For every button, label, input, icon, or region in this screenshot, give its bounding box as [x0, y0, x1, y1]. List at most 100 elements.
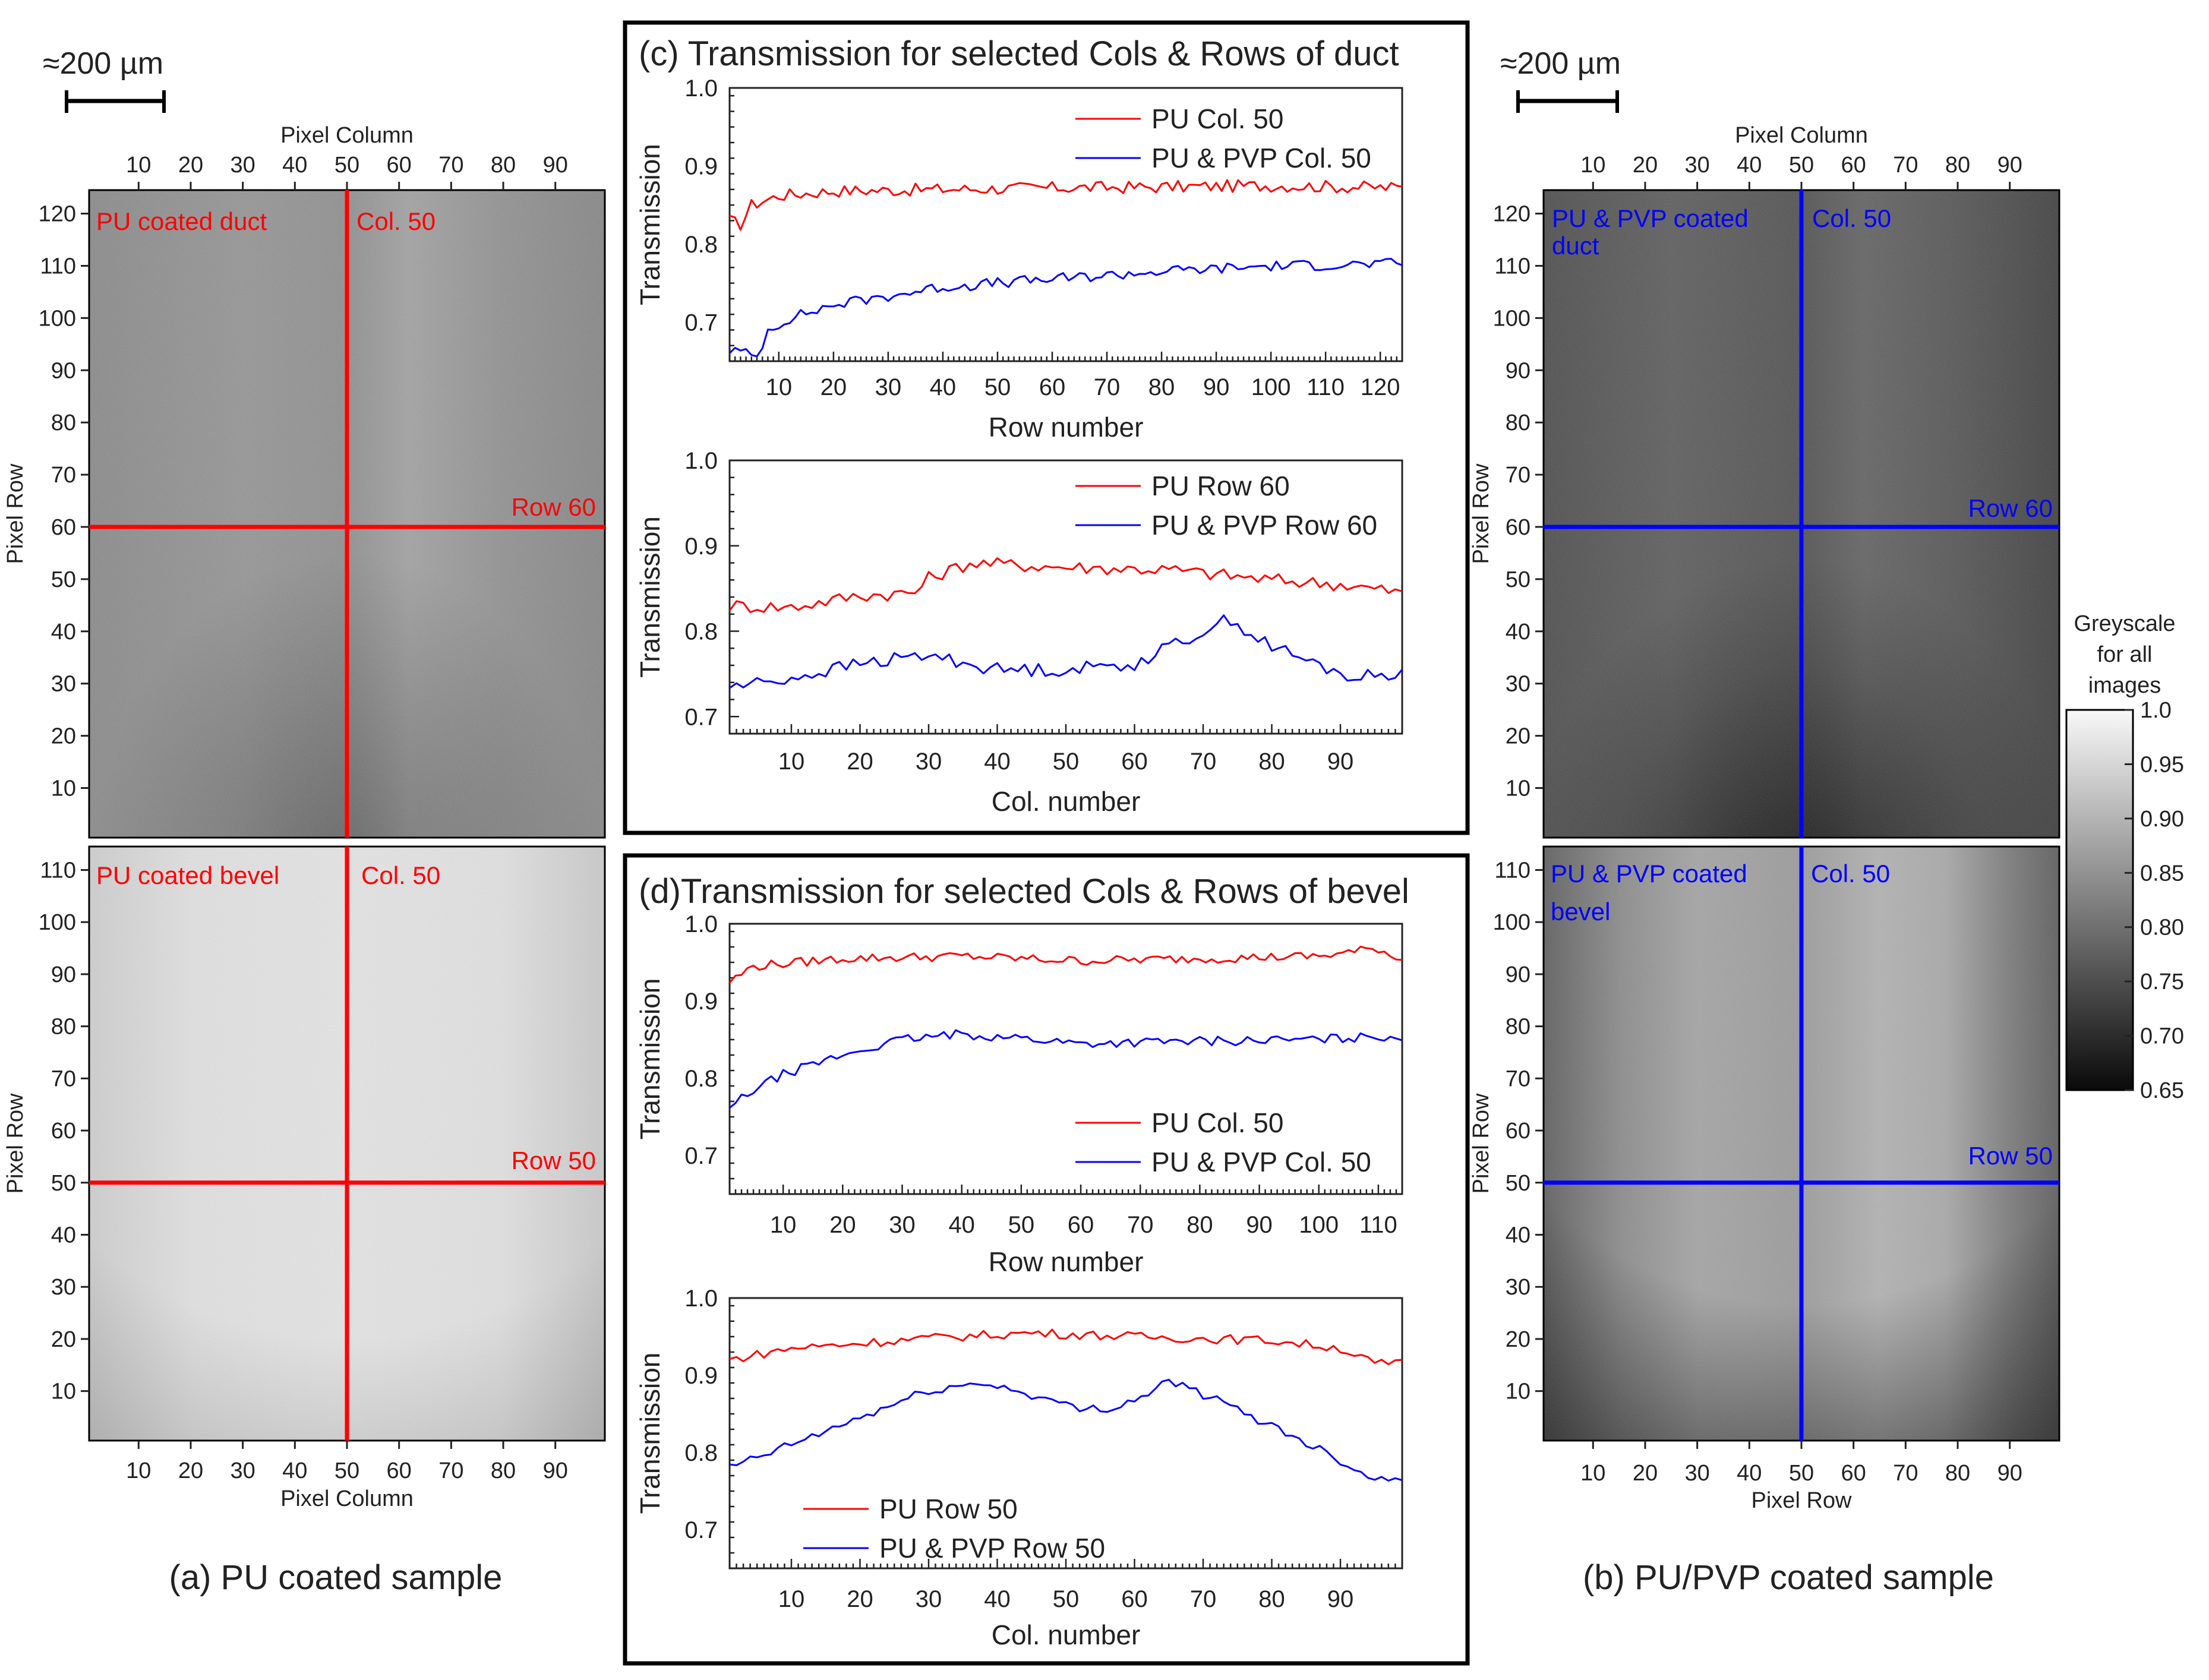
d-top-series-2-line — [729, 1029, 1403, 1109]
x-tick-label: 70 — [1893, 1461, 1918, 1486]
x-tick-label: 40 — [1737, 1461, 1762, 1486]
x-tick-label: 70 — [1127, 1212, 1154, 1238]
y-tick-label: 50 — [1506, 1171, 1530, 1196]
image-b-bevel-label: PU & PVP coated bevel — [1551, 860, 1747, 926]
x-tick-label: 50 — [334, 1458, 359, 1483]
chart-c-bot: 10 20 30 40 50 60 70 80 90 0.7 0.8 0.9 1.0 Col. numbe… — [635, 448, 1403, 817]
y-tick-label: 0.8 — [684, 619, 718, 645]
y-tick-label: 90 — [51, 358, 76, 383]
x-tick-label: 100 — [1299, 1212, 1339, 1238]
x-tick-label: 70 — [438, 153, 463, 178]
c-top-series-2-line — [728, 258, 1403, 358]
y-tick-label: 110 — [40, 254, 76, 279]
y-tick-label: 50 — [1506, 567, 1530, 592]
image-a-duct-label: PU coated duct — [96, 207, 267, 235]
y-tick-label: 80 — [1506, 410, 1530, 435]
d-bot-xlabel: Col. number — [992, 1619, 1141, 1650]
y-tick-label: 10 — [51, 776, 76, 801]
x-tick-label: 120 — [1361, 374, 1400, 400]
x-tick-label: 60 — [1068, 1212, 1094, 1238]
y-tick-label: 20 — [1506, 724, 1530, 749]
d-bot-series-2-line — [729, 1378, 1403, 1482]
scale-bar-b-label: ≈200 µm — [1500, 46, 1621, 81]
image-b-bevel-label-line1: PU & PVP coated — [1551, 860, 1747, 888]
y-tick-label: 0.9 — [684, 153, 718, 179]
y-tick-label: 110 — [1494, 858, 1530, 883]
colorbar-title-1: Greyscale — [2074, 611, 2175, 636]
x-tick-label: 70 — [1190, 749, 1217, 775]
image-b-bevel-ylabel: Pixel Row — [1469, 1093, 1494, 1193]
x-tick-label: 10 — [1580, 153, 1605, 178]
x-tick-label: 50 — [1053, 1586, 1080, 1612]
d-top-legend-label-1: PU Col. 50 — [1151, 1107, 1283, 1138]
x-tick-label: 50 — [984, 374, 1011, 400]
x-tick-label: 10 — [126, 153, 151, 178]
x-tick-label: 40 — [282, 1458, 307, 1483]
x-tick-label: 40 — [282, 153, 307, 178]
colorbar-title-2: for all — [2097, 642, 2153, 667]
y-tick-label: 80 — [1506, 1015, 1530, 1040]
y-tick-label: 100 — [39, 910, 76, 935]
y-tick-label: 10 — [1506, 1379, 1530, 1404]
y-tick-label: 80 — [51, 1015, 76, 1040]
image-b-bevel-col-label: Col. 50 — [1811, 860, 1890, 888]
image-a-duct-col-label: Col. 50 — [356, 207, 436, 235]
y-tick-label: 0.7 — [684, 1517, 718, 1543]
x-tick-label: 20 — [178, 153, 203, 178]
y-tick-label: 1.0 — [684, 911, 718, 937]
colorbar-tick-label: 0.95 — [2140, 752, 2184, 777]
colorbar-tick-label: 0.85 — [2140, 861, 2184, 886]
image-a-duct: 10 20 30 40 50 60 70 80 90 Pixel Column 10 20 30 40 50… — [3, 123, 606, 839]
y-tick-label: 40 — [1506, 620, 1530, 645]
c-top-series-1-line — [729, 179, 1403, 231]
image-a-bevel-axes: 10 20 30 40 50 60 70 80 90 Pixel Column 10 20 30 40 50… — [3, 858, 568, 1511]
y-tick-label: 30 — [51, 672, 76, 697]
colorbar-tick-label: 0.80 — [2140, 915, 2184, 940]
image-a-bevel-ylabel: Pixel Row — [3, 1093, 28, 1193]
image-a-duct-row-label: Row 60 — [512, 493, 596, 521]
d-top-series-1-line — [728, 946, 1403, 984]
image-b-bevel-label-line2: bevel — [1551, 898, 1610, 926]
image-a-bevel-col-label: Col. 50 — [361, 861, 440, 889]
x-tick-label: 20 — [847, 1586, 873, 1612]
x-tick-label: 60 — [1841, 1461, 1866, 1486]
x-tick-label: 10 — [770, 1212, 797, 1238]
c-top-legend-label-2: PU & PVP Col. 50 — [1151, 143, 1371, 173]
x-tick-label: 40 — [930, 374, 957, 400]
x-tick-label: 90 — [1997, 153, 2022, 178]
c-bot-ylabel: Transmission — [635, 516, 665, 678]
x-tick-label: 40 — [984, 1586, 1011, 1612]
x-tick-label: 80 — [1945, 153, 1970, 178]
x-tick-label: 90 — [1327, 1586, 1354, 1612]
d-bot-series-1-line — [729, 1328, 1403, 1366]
y-tick-label: 60 — [51, 1119, 76, 1144]
colorbar-tick-label: 0.90 — [2140, 807, 2184, 832]
y-tick-label: 100 — [39, 306, 76, 331]
d-top-plot-frame — [728, 923, 1403, 1195]
y-tick-label: 60 — [1506, 1119, 1530, 1144]
sample-label-b: (b) PU/PVP coated sample — [1583, 1558, 1994, 1597]
image-b-bevel-row-label: Row 50 — [1968, 1142, 2053, 1170]
x-tick-label: 60 — [1039, 374, 1066, 400]
y-tick-label: 50 — [51, 1171, 76, 1196]
x-tick-label: 70 — [438, 1458, 463, 1483]
x-tick-label: 50 — [1053, 749, 1080, 775]
x-tick-label: 70 — [1893, 153, 1918, 178]
image-b-duct-xlabel: Pixel Column — [1735, 123, 1868, 148]
y-tick-label: 100 — [1493, 910, 1530, 935]
colorbar-ticks: 1.0 0.95 0.90 0.85 0.80 0.75 0.70 0.65 — [2125, 698, 2184, 1103]
x-tick-label: 50 — [1789, 1461, 1814, 1486]
x-tick-label: 30 — [916, 1586, 942, 1612]
x-tick-label: 10 — [1580, 1461, 1605, 1486]
x-tick-label: 90 — [1246, 1212, 1273, 1238]
x-tick-label: 90 — [543, 153, 568, 178]
image-b-duct-axes: 10 20 30 40 50 60 70 80 90 Pixel Column 10 20 30 40 50… — [1469, 123, 2022, 801]
panel-c-title: (c) Transmission for selected Cols & Row… — [639, 34, 1399, 73]
colorbar-tick-label: 0.70 — [2140, 1024, 2184, 1049]
y-tick-label: 10 — [1506, 776, 1530, 801]
colorbar: Greyscale for all images 1.0 0.95 0.90 0.85… — [2065, 611, 2184, 1103]
x-tick-label: 10 — [778, 1586, 805, 1612]
y-tick-label: 0.8 — [684, 1066, 718, 1092]
x-tick-label: 30 — [889, 1212, 916, 1238]
scale-bar-a-label: ≈200 µm — [43, 46, 163, 81]
